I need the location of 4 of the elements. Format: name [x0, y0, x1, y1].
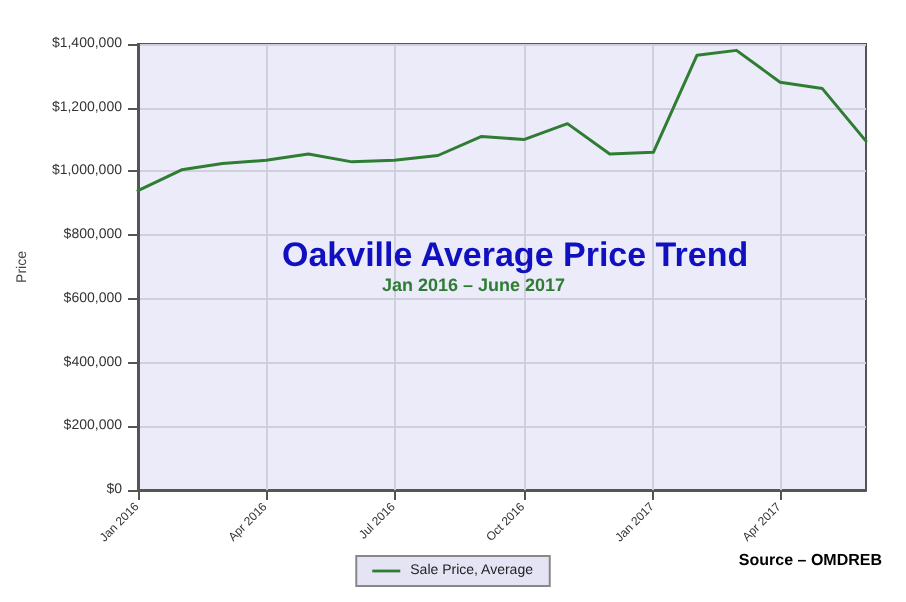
text: Oakville Average Price Trend	[282, 236, 749, 274]
text: Jan 2016 – June 2017	[382, 275, 566, 295]
source-note: Source – OMDREB	[738, 551, 883, 569]
line-series	[136, 48, 868, 193]
